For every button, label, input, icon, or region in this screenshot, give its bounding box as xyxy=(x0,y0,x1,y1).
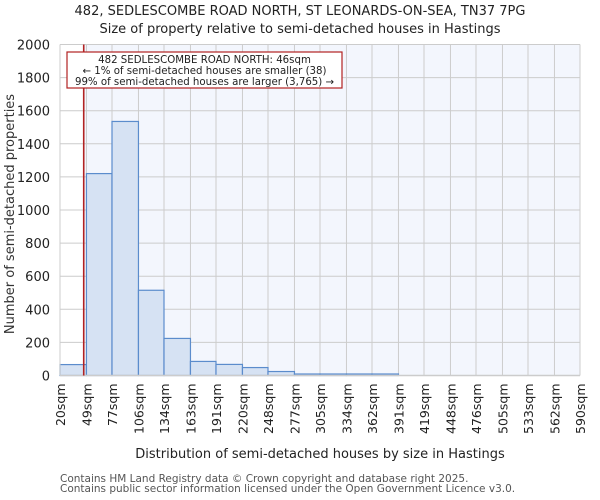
x-tick-label: 49sqm xyxy=(79,384,94,427)
axes xyxy=(59,44,580,377)
x-tick-label: 191sqm xyxy=(209,384,224,434)
chart-subtitle: Size of property relative to semi-detach… xyxy=(99,22,501,37)
y-tick-label: 200 xyxy=(25,336,50,351)
y-tick-label: 2000 xyxy=(17,39,50,54)
bars xyxy=(59,120,400,377)
x-tick-label: 476sqm xyxy=(469,384,484,434)
x-tick-label: 562sqm xyxy=(547,384,562,434)
footer-attribution-1: Contains HM Land Registry data © Crown c… xyxy=(60,473,469,485)
y-tick-label: 1600 xyxy=(17,105,50,120)
footer-attribution-2: Contains public sector information licen… xyxy=(60,483,516,495)
y-tick-label: 0 xyxy=(42,370,50,385)
y-tick-label: 1000 xyxy=(17,204,50,219)
x-tick-label: 248sqm xyxy=(261,384,276,434)
x-tick-label: 305sqm xyxy=(313,384,328,434)
x-tick-label: 505sqm xyxy=(495,384,510,434)
histogram-bar xyxy=(163,337,192,377)
y-tick-label: 1400 xyxy=(17,138,50,153)
x-tick-label: 533sqm xyxy=(521,384,536,434)
annotation-frame xyxy=(66,51,343,89)
y-tick-label: 1800 xyxy=(17,72,50,87)
annotation-line-3: 99% of semi-detached houses are larger (… xyxy=(75,77,335,88)
x-tick-label: 448sqm xyxy=(443,384,458,434)
x-tick-label: 334sqm xyxy=(339,384,354,434)
histogram-bar xyxy=(59,363,88,377)
chart-title: 482, SEDLESCOMBE ROAD NORTH, ST LEONARDS… xyxy=(74,4,526,19)
x-tick-label: 220sqm xyxy=(235,384,250,434)
x-tick-label: 590sqm xyxy=(573,384,588,434)
histogram-bar xyxy=(137,289,165,377)
x-tick-label: 163sqm xyxy=(183,384,198,434)
annotation-box: 482 SEDLESCOMBE ROAD NORTH: 46sqm ← 1% o… xyxy=(66,51,343,89)
histogram-bar xyxy=(215,363,244,377)
y-tick-label: 600 xyxy=(25,270,50,285)
x-tick-label: 277sqm xyxy=(287,384,302,434)
y-tick-label: 400 xyxy=(25,303,50,318)
x-axis-ticks: 20sqm 49sqm 77sqm 106sqm 134sqm 163sqm 191sqm 2… xyxy=(53,384,588,434)
histogram-bar xyxy=(85,172,113,377)
y-tick-label: 800 xyxy=(25,237,50,252)
annotation-line-1: 482 SEDLESCOMBE ROAD NORTH: 46sqm xyxy=(98,55,311,66)
histogram-bar xyxy=(111,120,140,377)
annotation-line-2: ← 1% of semi-detached houses are smaller… xyxy=(83,66,327,77)
x-axis-label: Distribution of semi-detached houses by … xyxy=(135,447,505,462)
y-tick-label: 1200 xyxy=(17,171,50,186)
y-axis-label: Number of semi-detached properties xyxy=(3,94,18,334)
histogram-bar xyxy=(189,360,217,377)
x-tick-label: 77sqm xyxy=(105,384,120,427)
histogram-bar xyxy=(241,366,269,377)
x-tick-label: 419sqm xyxy=(417,384,432,434)
x-tick-label: 20sqm xyxy=(53,384,68,427)
y-axis-ticks: 0 200 400 600 800 1000 1200 1400 1600 1800 2000 xyxy=(17,39,50,385)
x-tick-label: 362sqm xyxy=(365,384,380,434)
x-tick-label: 134sqm xyxy=(157,384,172,434)
x-tick-label: 391sqm xyxy=(391,384,406,434)
x-tick-label: 106sqm xyxy=(131,384,146,434)
